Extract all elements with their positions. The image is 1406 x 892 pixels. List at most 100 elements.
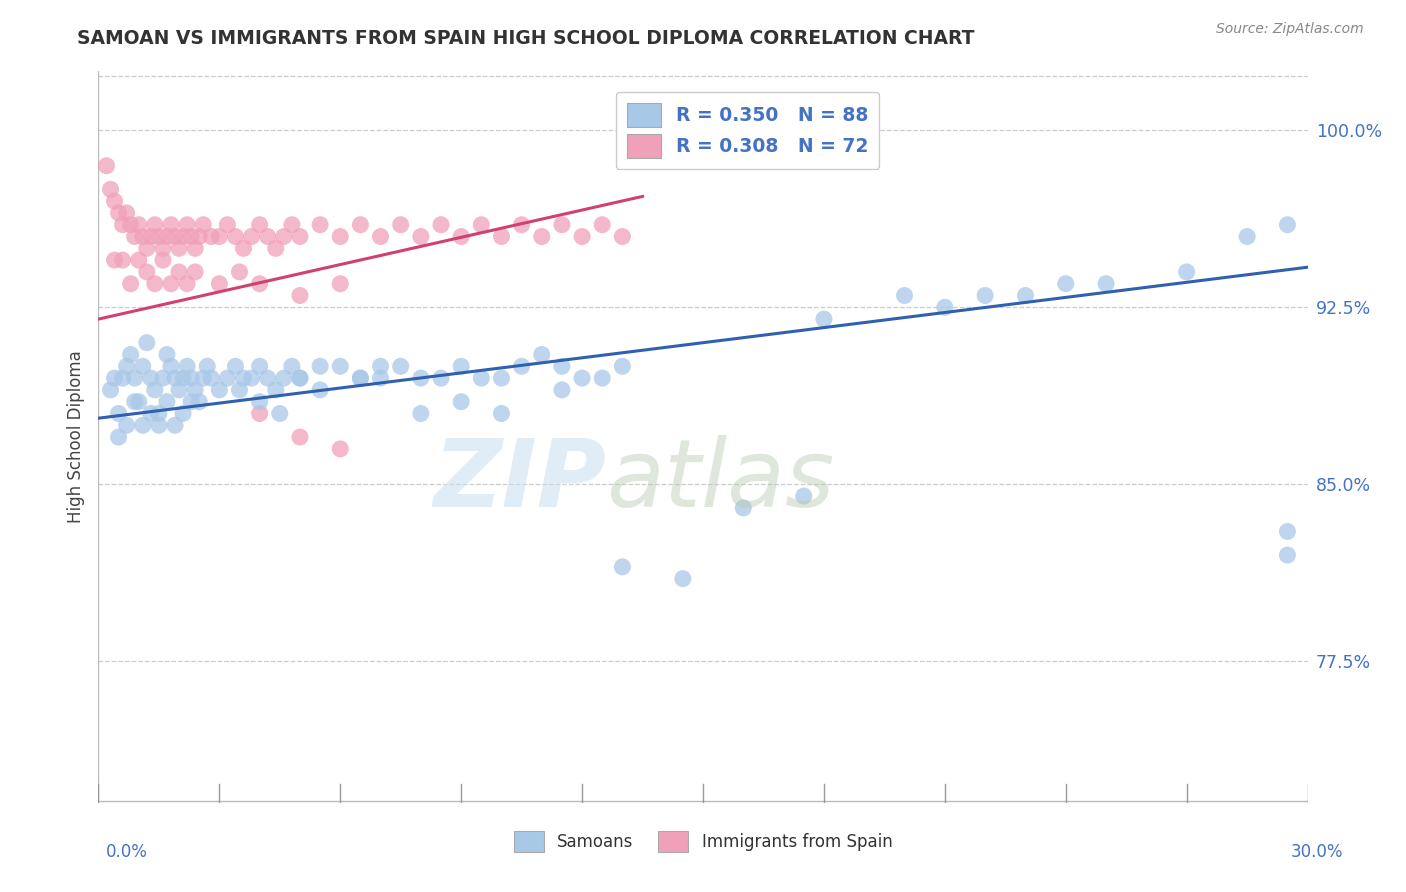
- Point: [176, 218, 198, 232]
- Point: [1277, 548, 1299, 562]
- Point: [100, 383, 122, 397]
- Point: [167, 383, 190, 397]
- Point: [224, 229, 246, 244]
- Point: [160, 218, 183, 232]
- Point: [208, 229, 231, 244]
- Point: [188, 229, 211, 244]
- Point: [195, 359, 218, 374]
- Point: [389, 218, 412, 232]
- Point: [184, 383, 207, 397]
- Point: [288, 430, 311, 444]
- Point: [269, 407, 291, 421]
- Point: [793, 489, 815, 503]
- Point: [349, 218, 371, 232]
- Point: [249, 407, 271, 421]
- Point: [100, 182, 122, 196]
- Point: [115, 359, 138, 374]
- Point: [124, 394, 146, 409]
- Point: [430, 218, 453, 232]
- Point: [184, 241, 207, 255]
- Point: [176, 359, 198, 374]
- Point: [180, 371, 202, 385]
- Point: [156, 229, 179, 244]
- Point: [120, 218, 142, 232]
- Point: [208, 277, 231, 291]
- Point: [1014, 288, 1036, 302]
- Point: [256, 371, 278, 385]
- Point: [309, 218, 332, 232]
- Point: [143, 218, 166, 232]
- Point: [288, 371, 311, 385]
- Point: [111, 253, 134, 268]
- Point: [128, 394, 150, 409]
- Point: [160, 359, 183, 374]
- Point: [893, 288, 915, 302]
- Point: [208, 383, 231, 397]
- Point: [491, 407, 513, 421]
- Point: [172, 407, 194, 421]
- Point: [120, 277, 142, 291]
- Point: [128, 253, 150, 268]
- Point: [143, 277, 166, 291]
- Point: [1095, 277, 1118, 291]
- Point: [329, 277, 352, 291]
- Point: [163, 229, 186, 244]
- Point: [111, 371, 134, 385]
- Point: [132, 359, 155, 374]
- Point: [470, 218, 492, 232]
- Point: [172, 371, 194, 385]
- Point: [180, 229, 202, 244]
- Point: [115, 418, 138, 433]
- Point: [491, 229, 513, 244]
- Point: [160, 277, 183, 291]
- Point: [228, 265, 250, 279]
- Point: [281, 359, 304, 374]
- Point: [329, 229, 352, 244]
- Legend: Samoans, Immigrants from Spain: Samoans, Immigrants from Spain: [505, 822, 901, 860]
- Point: [167, 241, 190, 255]
- Point: [349, 371, 371, 385]
- Point: [152, 371, 174, 385]
- Point: [200, 229, 222, 244]
- Point: [273, 229, 295, 244]
- Point: [1054, 277, 1077, 291]
- Point: [612, 229, 634, 244]
- Point: [264, 241, 287, 255]
- Point: [672, 572, 695, 586]
- Point: [273, 371, 295, 385]
- Point: [107, 206, 129, 220]
- Point: [163, 371, 186, 385]
- Point: [103, 371, 125, 385]
- Text: Source: ZipAtlas.com: Source: ZipAtlas.com: [1216, 22, 1364, 37]
- Point: [228, 383, 250, 397]
- Point: [200, 371, 222, 385]
- Point: [349, 371, 371, 385]
- Point: [409, 407, 432, 421]
- Point: [176, 277, 198, 291]
- Point: [510, 359, 533, 374]
- Point: [329, 442, 352, 456]
- Point: [224, 359, 246, 374]
- Point: [249, 218, 271, 232]
- Point: [450, 359, 472, 374]
- Point: [733, 500, 755, 515]
- Point: [288, 229, 311, 244]
- Point: [370, 229, 392, 244]
- Point: [135, 265, 157, 279]
- Point: [256, 229, 278, 244]
- Point: [813, 312, 835, 326]
- Point: [107, 407, 129, 421]
- Point: [232, 241, 254, 255]
- Point: [1277, 218, 1299, 232]
- Point: [163, 418, 186, 433]
- Point: [152, 241, 174, 255]
- Point: [240, 371, 263, 385]
- Point: [135, 335, 157, 350]
- Point: [551, 359, 574, 374]
- Text: 0.0%: 0.0%: [105, 843, 148, 861]
- Point: [217, 371, 239, 385]
- Text: ZIP: ZIP: [433, 435, 606, 527]
- Point: [470, 371, 492, 385]
- Point: [1175, 265, 1198, 279]
- Point: [107, 430, 129, 444]
